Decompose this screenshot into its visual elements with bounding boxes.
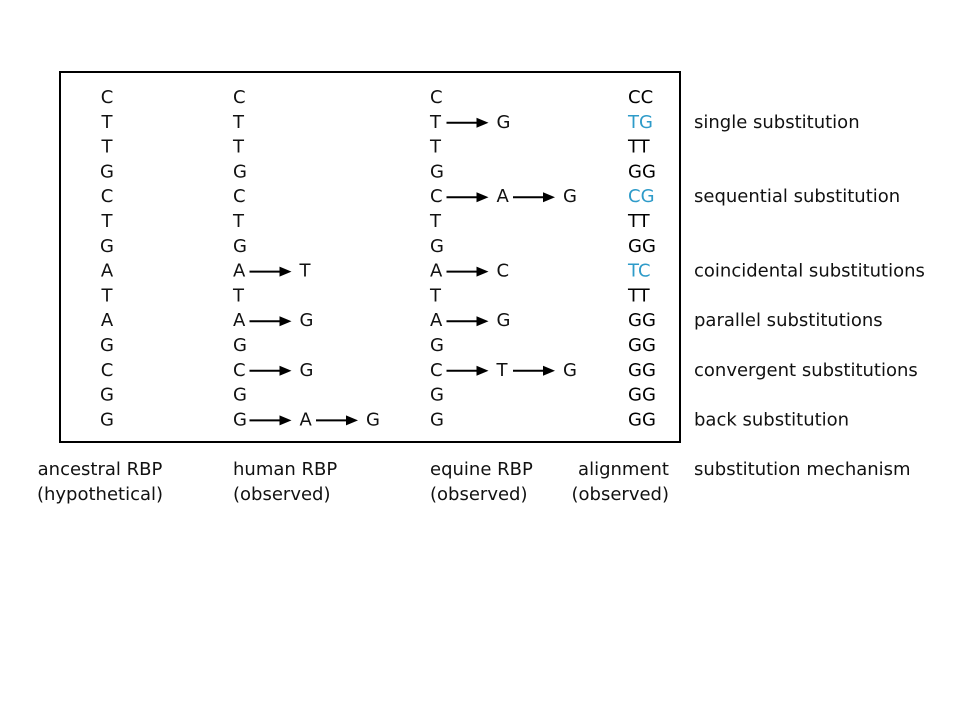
base: G: [366, 409, 380, 430]
base: T: [232, 137, 245, 158]
base: C: [233, 186, 246, 207]
base: C: [497, 261, 510, 282]
ancestral-base: C: [101, 186, 114, 207]
arrowhead: [279, 316, 292, 327]
alignment: TG: [627, 112, 653, 133]
ancestral-base: G: [100, 409, 114, 430]
base: G: [430, 409, 444, 430]
base: C: [430, 87, 443, 108]
alignment: TT: [627, 211, 651, 232]
base: A: [300, 409, 313, 430]
base: C: [233, 87, 246, 108]
base: A: [233, 310, 246, 331]
arrowhead: [279, 266, 292, 277]
alignment: GG: [628, 385, 656, 406]
ancestral-base: T: [101, 211, 114, 232]
arrowhead: [476, 316, 489, 327]
alignment: GG: [628, 409, 656, 430]
column-title: equine RBP: [430, 459, 533, 480]
base: C: [233, 360, 246, 381]
base: G: [233, 385, 247, 406]
base: A: [233, 261, 246, 282]
base: T: [232, 285, 245, 306]
column-title: human RBP: [233, 459, 337, 480]
arrowhead: [279, 415, 292, 426]
base: C: [430, 186, 443, 207]
ancestral-base: A: [101, 310, 114, 331]
base: T: [429, 112, 442, 133]
arrowhead: [543, 365, 555, 376]
arrowhead: [476, 192, 489, 203]
base: A: [430, 261, 443, 282]
alignment: GG: [628, 161, 656, 182]
column-subtitle: (observed): [430, 484, 528, 505]
mechanism: single substitution: [694, 112, 860, 133]
mechanism: convergent substitutions: [694, 360, 918, 381]
base: G: [233, 409, 247, 430]
base: G: [497, 310, 511, 331]
column-subtitle: (hypothetical): [37, 484, 163, 505]
alignment: GG: [628, 335, 656, 356]
arrowhead: [476, 117, 489, 128]
base: G: [430, 161, 444, 182]
mechanism: coincidental substitutions: [694, 261, 925, 282]
ancestral-base: T: [101, 285, 114, 306]
alignment: TT: [627, 285, 651, 306]
alignment: GG: [628, 310, 656, 331]
arrowhead: [543, 192, 555, 203]
column-title: alignment: [578, 459, 669, 480]
arrowhead: [476, 365, 489, 376]
ancestral-base: T: [101, 137, 114, 158]
base: G: [233, 161, 247, 182]
alignment: GG: [628, 360, 656, 381]
base: T: [232, 211, 245, 232]
base: G: [497, 112, 511, 133]
arrowhead: [476, 266, 489, 277]
base: A: [497, 186, 510, 207]
base: G: [300, 360, 314, 381]
column-title: substitution mechanism: [694, 459, 911, 480]
ancestral-base: C: [101, 360, 114, 381]
alignment: TC: [627, 261, 651, 282]
base: A: [430, 310, 443, 331]
base: T: [429, 137, 442, 158]
base: T: [429, 211, 442, 232]
base: G: [430, 335, 444, 356]
base: T: [299, 261, 312, 282]
arrowhead: [346, 415, 358, 426]
alignment: CG: [628, 186, 655, 207]
ancestral-base: A: [101, 261, 114, 282]
alignment: GG: [628, 236, 656, 257]
base: G: [233, 236, 247, 257]
ancestral-base: G: [100, 385, 114, 406]
ancestral-base: G: [100, 236, 114, 257]
base: C: [430, 360, 443, 381]
mechanism: sequential substitution: [694, 186, 900, 207]
base: G: [300, 310, 314, 331]
mechanism: parallel substitutions: [694, 310, 883, 331]
mechanism: back substitution: [694, 409, 849, 430]
alignment: TT: [627, 137, 651, 158]
base: G: [430, 236, 444, 257]
ancestral-base: C: [101, 87, 114, 108]
alignment: CC: [628, 87, 653, 108]
base: G: [563, 360, 577, 381]
ancestral-base: T: [101, 112, 114, 133]
base: G: [430, 385, 444, 406]
arrowhead: [279, 365, 292, 376]
ancestral-base: G: [100, 161, 114, 182]
ancestral-base: G: [100, 335, 114, 356]
column-subtitle: (observed): [572, 484, 670, 505]
frame: [59, 71, 681, 443]
base: T: [429, 285, 442, 306]
column-subtitle: (observed): [233, 484, 331, 505]
base: T: [232, 112, 245, 133]
column-title: ancestral RBP: [38, 459, 163, 480]
base: G: [563, 186, 577, 207]
base: T: [496, 360, 509, 381]
base: G: [233, 335, 247, 356]
